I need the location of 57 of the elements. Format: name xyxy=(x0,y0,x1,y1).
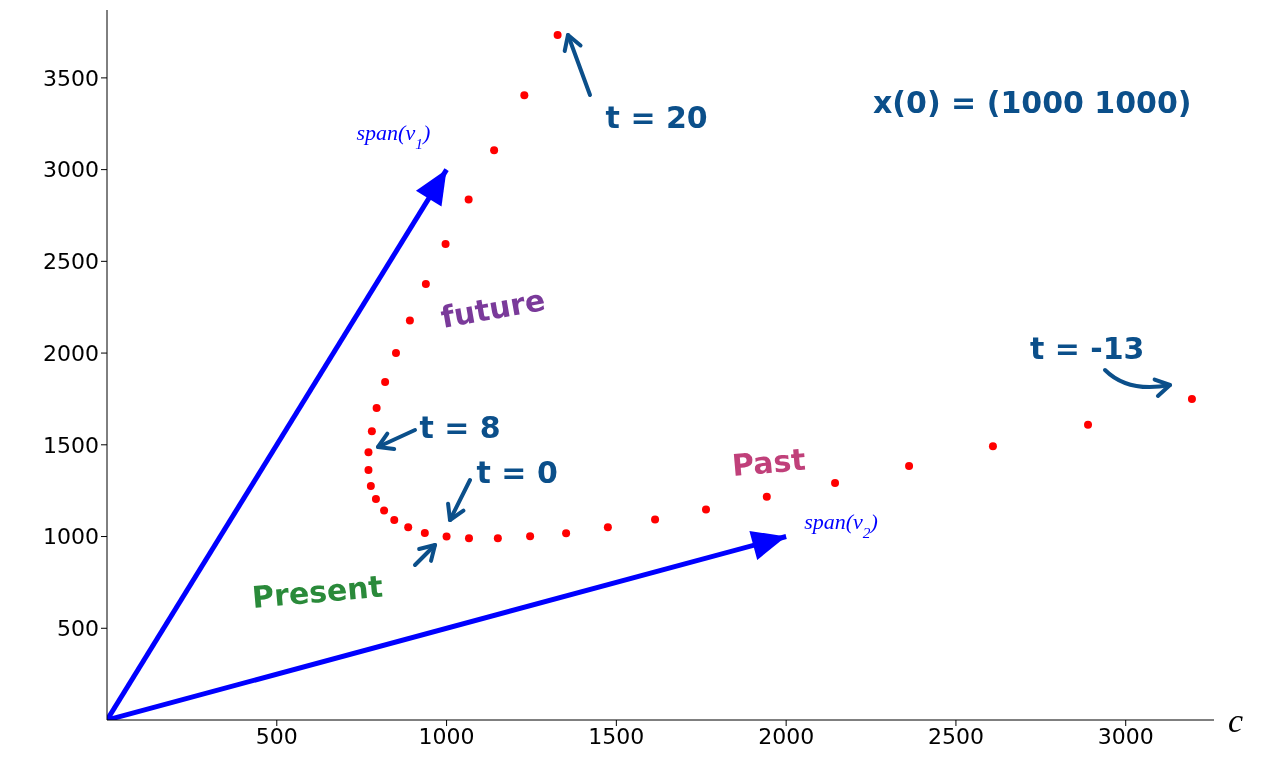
annotation: Present xyxy=(250,568,385,615)
point xyxy=(553,30,562,39)
point xyxy=(372,404,381,413)
point xyxy=(988,442,997,451)
point xyxy=(526,532,535,541)
y-tick-label: 500 xyxy=(57,616,99,642)
annotation: future xyxy=(438,282,548,335)
annotation: t = 8 xyxy=(419,410,501,446)
point xyxy=(367,427,376,436)
point xyxy=(520,91,529,100)
annotation: t = 20 xyxy=(605,99,708,135)
point xyxy=(651,515,660,524)
point xyxy=(421,279,430,288)
point xyxy=(390,516,399,525)
point xyxy=(405,316,414,325)
annotation: x(0) = (1000 1000) xyxy=(873,85,1192,120)
point xyxy=(493,534,502,543)
x-tick-label: 2500 xyxy=(927,723,984,749)
annotation: t = 0 xyxy=(476,454,558,490)
x-tick-label: 1000 xyxy=(418,723,475,749)
point xyxy=(442,532,451,541)
point xyxy=(1187,394,1196,403)
y-tick-label: 1500 xyxy=(43,432,99,458)
point xyxy=(391,349,400,358)
point xyxy=(762,492,771,501)
point xyxy=(603,523,612,532)
y-tick-label: 3000 xyxy=(43,157,99,183)
y-tick-label: 2000 xyxy=(43,340,99,366)
y-tick-label: 2500 xyxy=(43,249,99,275)
point xyxy=(371,495,380,504)
point xyxy=(562,529,571,538)
point xyxy=(702,505,710,514)
point xyxy=(464,534,473,543)
x-axis-title: c xyxy=(1228,702,1244,739)
series-label: span(v$_{2}$) xyxy=(804,508,878,541)
series-label: span(v$_{1}$) xyxy=(356,119,431,152)
x-tick-label: 500 xyxy=(255,723,298,749)
point xyxy=(366,482,375,491)
point xyxy=(905,462,914,471)
point xyxy=(420,529,429,538)
point xyxy=(1084,420,1093,429)
point xyxy=(364,448,373,457)
point xyxy=(381,378,390,387)
point xyxy=(441,240,450,249)
point xyxy=(490,146,499,155)
point xyxy=(464,195,473,204)
annotation: t = -13 xyxy=(1029,330,1145,366)
x-tick-label: 2000 xyxy=(758,723,815,749)
x-tick-label: 3000 xyxy=(1097,723,1154,749)
point xyxy=(364,466,373,475)
point xyxy=(404,523,413,532)
point xyxy=(380,506,389,515)
y-tick-label: 1000 xyxy=(43,524,99,550)
annotation: Past xyxy=(730,441,807,483)
point xyxy=(831,478,840,487)
x-tick-label: 1500 xyxy=(588,723,645,749)
y-tick-label: 3500 xyxy=(43,65,99,91)
